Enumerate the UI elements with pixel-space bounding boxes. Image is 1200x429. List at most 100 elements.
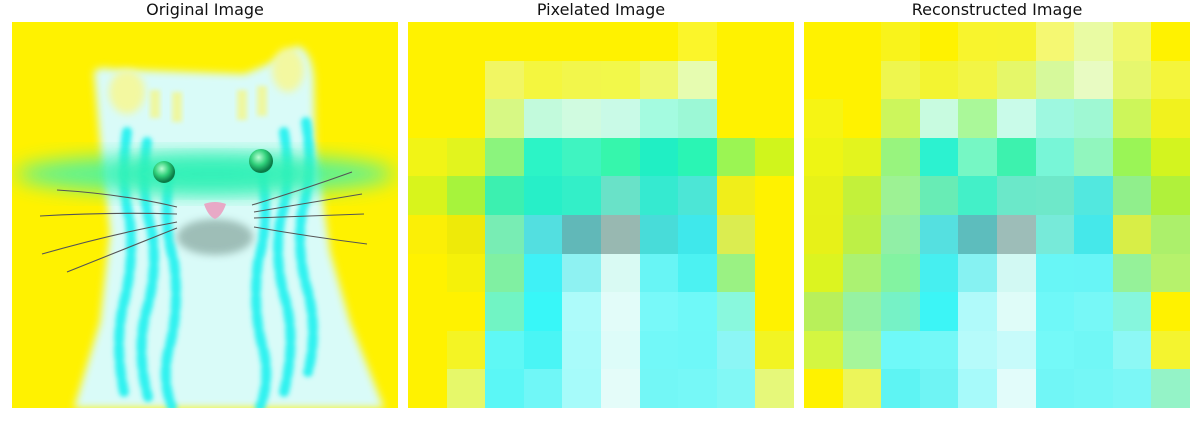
pixel-cell — [842, 176, 882, 215]
pixel-cell — [804, 176, 843, 215]
pixel-cell — [881, 253, 920, 293]
pixel-cell — [678, 330, 717, 370]
pixelated-image — [408, 22, 794, 408]
pixel-cell — [996, 60, 1036, 100]
pixel-grid — [804, 22, 1190, 408]
pixel-cell — [678, 22, 717, 61]
pixel-cell — [1035, 253, 1075, 293]
pixel-cell — [600, 176, 640, 215]
pixel-grid — [408, 22, 794, 408]
pixel-cell — [919, 369, 959, 408]
pixel-cell — [1151, 22, 1190, 61]
pixel-cell — [881, 22, 920, 61]
pixel-cell — [755, 137, 794, 177]
pixel-cell — [1035, 137, 1075, 177]
pixel-cell — [1151, 369, 1190, 408]
pixel-cell — [996, 369, 1036, 408]
pixel-cell — [842, 22, 882, 61]
pixel-cell — [1151, 99, 1190, 138]
pixel-cell — [523, 22, 563, 61]
pixel-cell — [1074, 330, 1113, 370]
pixel-cell — [996, 292, 1036, 331]
reconstructed-title: Reconstructed Image — [911, 0, 1083, 19]
pixel-cell — [1074, 99, 1113, 138]
pixel-cell — [958, 214, 997, 254]
pixel-cell — [523, 253, 563, 293]
pixel-cell — [485, 369, 524, 408]
pixel-cell — [408, 22, 447, 61]
pixel-cell — [804, 292, 843, 331]
pixel-cell — [996, 176, 1036, 215]
pixel-cell — [755, 369, 794, 408]
pixel-cell — [1112, 214, 1152, 254]
pixel-cell — [562, 60, 601, 100]
pixel-cell — [1112, 176, 1152, 215]
pixel-cell — [716, 253, 756, 293]
pixel-cell — [639, 330, 679, 370]
pixel-cell — [446, 292, 486, 331]
pixel-cell — [1074, 292, 1113, 331]
pixel-cell — [678, 137, 717, 177]
pixel-cell — [919, 214, 959, 254]
pixel-cell — [1074, 253, 1113, 293]
pixel-cell — [804, 330, 843, 370]
pixel-cell — [804, 253, 843, 293]
pixel-cell — [842, 99, 882, 138]
pixel-cell — [842, 137, 882, 177]
pixel-cell — [1035, 330, 1075, 370]
pixel-cell — [523, 292, 563, 331]
pixel-cell — [562, 330, 601, 370]
pixel-cell — [523, 99, 563, 138]
pixel-cell — [678, 253, 717, 293]
nose — [204, 202, 226, 219]
pixel-cell — [1035, 292, 1075, 331]
pixel-cell — [1112, 22, 1152, 61]
pixel-cell — [996, 99, 1036, 138]
pixel-cell — [919, 60, 959, 100]
pixel-cell — [1074, 176, 1113, 215]
pixel-cell — [562, 369, 601, 408]
pixel-cell — [842, 292, 882, 331]
pixel-cell — [678, 292, 717, 331]
pixel-cell — [1151, 176, 1190, 215]
pixel-cell — [716, 176, 756, 215]
whiskers — [39, 171, 368, 273]
pixel-cell — [523, 369, 563, 408]
pixel-cell — [600, 60, 640, 100]
pixel-cell — [446, 330, 486, 370]
muzzle — [177, 219, 253, 255]
pixel-cell — [716, 214, 756, 254]
pixel-cell — [716, 60, 756, 100]
pixel-cell — [523, 214, 563, 254]
pixel-cell — [600, 330, 640, 370]
pixel-cell — [408, 330, 447, 370]
pixel-cell — [408, 99, 447, 138]
pixel-cell — [408, 214, 447, 254]
pixel-cell — [716, 330, 756, 370]
pixel-cell — [996, 214, 1036, 254]
pixel-cell — [716, 22, 756, 61]
pixel-cell — [919, 137, 959, 177]
pixel-cell — [881, 214, 920, 254]
pixel-cell — [446, 369, 486, 408]
pixel-cell — [1112, 99, 1152, 138]
pixel-cell — [678, 369, 717, 408]
pixel-cell — [446, 214, 486, 254]
pixel-cell — [446, 22, 486, 61]
pixel-cell — [446, 60, 486, 100]
pixel-cell — [881, 369, 920, 408]
pixel-cell — [919, 22, 959, 61]
pixel-cell — [408, 253, 447, 293]
pixel-cell — [639, 369, 679, 408]
pixel-cell — [881, 60, 920, 100]
pixel-cell — [1112, 60, 1152, 100]
ear-tint-right — [272, 48, 304, 92]
pixel-cell — [755, 176, 794, 215]
pixel-cell — [1151, 214, 1190, 254]
pixel-cell — [1035, 214, 1075, 254]
pixel-cell — [408, 60, 447, 100]
pixel-cell — [716, 99, 756, 138]
pixel-cell — [1074, 22, 1113, 61]
pixel-cell — [804, 99, 843, 138]
pixel-cell — [639, 137, 679, 177]
